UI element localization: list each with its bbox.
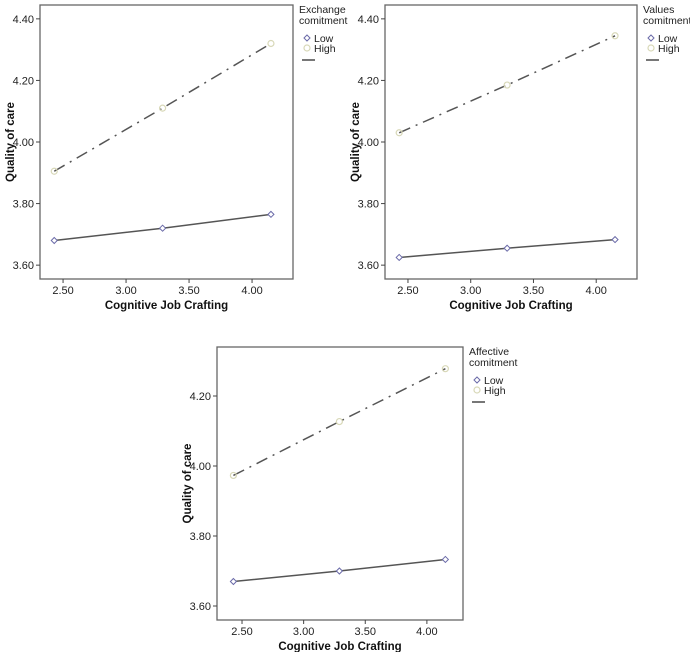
legend-high-marker-icon (303, 44, 311, 52)
data-point-high (229, 471, 237, 480)
x-tick-label: 3.50 (523, 285, 544, 297)
y-axis-label: Quality of care (350, 102, 362, 182)
x-axis-label: Cognitive Job Crafting (449, 300, 572, 312)
legend-low-label: Low (314, 33, 334, 45)
legend-title: comitment (469, 357, 518, 369)
y-axis-label: Quality of care (182, 444, 194, 524)
legend-high-label: High (314, 43, 336, 55)
y-tick-label: 3.80 (13, 199, 34, 211)
y-tick-label: 4.00 (358, 137, 379, 149)
plot-frame (384, 4, 638, 280)
data-point-high (503, 81, 511, 89)
legend-title: Values (643, 4, 674, 16)
x-tick-label: 3.00 (460, 285, 481, 297)
chart-1: 3.60 3.80 4.00 4.20 4.40 2.50 3.00 3.50 4.00 Cogn… (5, 4, 348, 312)
x-tick-label: 2.50 (397, 285, 418, 297)
legend-title: Affective (469, 346, 509, 358)
y-tick-label: 3.80 (358, 199, 379, 211)
y-tick-label: 4.40 (13, 14, 34, 26)
data-point-low (50, 236, 58, 245)
legend-title: comitment (643, 15, 690, 27)
data-point-low (158, 224, 167, 232)
y-tick-label: 3.80 (190, 531, 211, 543)
legend-low-marker-icon (647, 34, 655, 42)
y-tick-label: 4.20 (358, 75, 379, 87)
data-point-high (267, 39, 275, 48)
data-point-low (503, 244, 511, 252)
legend-high-label: High (484, 385, 506, 397)
legend-low-label: Low (658, 33, 678, 45)
data-point-high (50, 167, 58, 175)
y-tick-label: 3.60 (358, 260, 379, 272)
y-tick-label: 4.40 (358, 14, 379, 26)
series-line-high (53, 42, 272, 172)
legend-title: comitment (299, 15, 348, 27)
data-point-high (395, 129, 403, 137)
data-point-high (611, 32, 619, 40)
x-tick-label: 2.50 (231, 626, 252, 638)
data-point-high (158, 104, 167, 112)
chart-3: 3.60 3.80 4.00 4.20 2.50 3.00 3.50 4.00 Cognitiv… (182, 346, 518, 652)
chart-2: 3.60 3.80 4.00 4.20 4.40 2.50 3.00 3.50 4.00 Cogn… (350, 4, 690, 312)
legend-high-marker-icon (473, 386, 481, 394)
data-point-low (267, 210, 275, 219)
data-point-low (611, 235, 619, 244)
y-tick-label: 4.20 (190, 391, 211, 403)
plot-frame (216, 346, 464, 621)
legend-low-marker-icon (473, 376, 481, 384)
data-point-low (229, 577, 238, 586)
x-tick-label: 3.50 (355, 626, 376, 638)
x-tick-label: 3.00 (115, 285, 136, 297)
data-point-low (395, 253, 403, 262)
legend-low-label: Low (484, 375, 504, 387)
data-point-high (441, 365, 449, 373)
x-tick-label: 4.00 (241, 285, 262, 297)
y-tick-label: 4.00 (190, 461, 211, 473)
legend-high-label: High (658, 43, 680, 55)
x-tick-label: 3.00 (293, 626, 314, 638)
legend-low-marker-icon (303, 34, 311, 42)
y-tick-label: 3.60 (13, 260, 34, 272)
legend-title: Exchange (299, 4, 346, 16)
data-point-low (441, 555, 450, 564)
legend-high-marker-icon (647, 44, 655, 52)
y-tick-label: 4.00 (13, 137, 34, 149)
x-axis-label: Cognitive Job Crafting (278, 641, 401, 652)
y-tick-label: 3.60 (190, 601, 211, 613)
x-tick-label: 3.50 (178, 285, 199, 297)
data-point-low (335, 567, 344, 575)
x-tick-label: 4.00 (416, 626, 437, 638)
x-tick-label: 4.00 (586, 285, 607, 297)
plot-frame (39, 4, 294, 280)
data-point-high (335, 417, 343, 426)
x-tick-label: 2.50 (52, 285, 73, 297)
x-axis-label: Cognitive Job Crafting (105, 300, 228, 312)
y-tick-label: 4.20 (13, 75, 34, 87)
y-axis-label: Quality of care (5, 102, 17, 182)
